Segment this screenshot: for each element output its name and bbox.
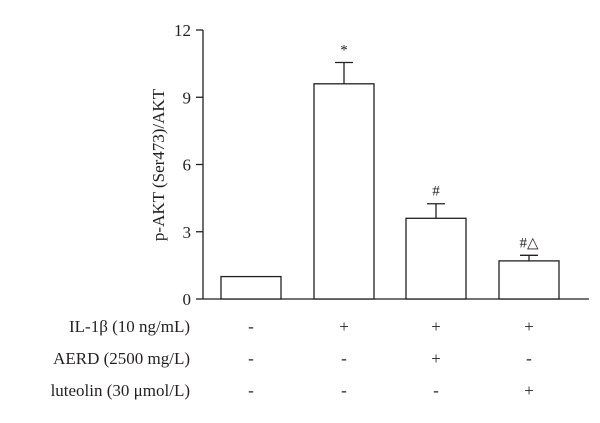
annotation-4: #△: [519, 235, 539, 251]
treatment-label-2: AERD (2500 mg/L): [53, 349, 190, 368]
y-ticks: 0 3 6 9 12: [174, 21, 203, 309]
treatment-2-group-1: -: [248, 349, 254, 368]
treatment-label-1: IL-1β (10 ng/mL): [69, 317, 190, 336]
treatment-2-group-2: -: [341, 349, 347, 368]
annotation-3: #: [432, 184, 440, 200]
bar-4: [498, 260, 560, 300]
treatment-3-group-1: -: [248, 381, 254, 400]
y-tick-label-9: 9: [183, 88, 192, 107]
axes: [202, 30, 589, 300]
treatment-1-group-2: +: [339, 317, 349, 336]
bars: * # #△: [220, 43, 560, 300]
treatment-label-3: luteolin (30 μmol/L): [51, 381, 190, 400]
treatment-3-group-4: +: [524, 381, 534, 400]
y-tick-label-12: 12: [174, 21, 191, 40]
annotation-2: *: [340, 43, 348, 59]
treatment-1-group-3: +: [431, 317, 441, 336]
bar-3: [405, 217, 467, 300]
bar-2: [313, 83, 375, 300]
treatment-table: IL-1β (10 ng/mL) - + + + AERD (2500 mg/L) - - + -…: [51, 317, 534, 400]
treatment-3-group-2: -: [341, 381, 347, 400]
treatment-2-group-3: +: [431, 349, 441, 368]
bar-1: [220, 275, 282, 300]
treatment-3-group-3: -: [433, 381, 439, 400]
treatment-1-group-1: -: [248, 317, 254, 336]
y-axis-label: p-AKT (Ser473)/AKT: [149, 88, 168, 241]
y-tick-label-3: 3: [183, 223, 192, 242]
y-tick-label-6: 6: [183, 156, 192, 175]
treatment-2-group-4: -: [526, 349, 532, 368]
y-tick-label-0: 0: [183, 290, 192, 309]
treatment-1-group-4: +: [524, 317, 534, 336]
